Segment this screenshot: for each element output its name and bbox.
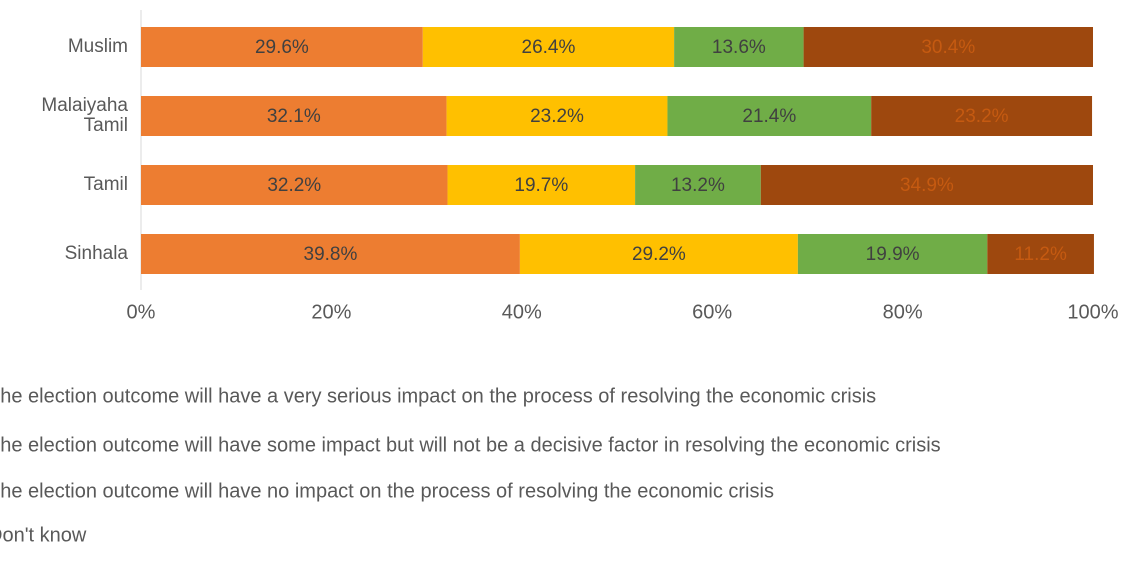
bar-segment <box>141 165 448 205</box>
x-tick-label: 0% <box>127 301 156 323</box>
bar-segment <box>141 27 423 67</box>
bar-segment <box>447 165 636 205</box>
x-tick-label: 20% <box>311 301 351 323</box>
data-label: 21.4% <box>742 106 796 127</box>
bar-segment <box>635 165 761 205</box>
legend-label: The election outcome will have a very se… <box>0 385 876 407</box>
data-label: 39.8% <box>304 244 358 265</box>
data-label: 23.2% <box>955 106 1009 127</box>
bar-segment <box>797 234 988 274</box>
data-label: 29.2% <box>632 244 686 265</box>
bar-segment <box>141 96 447 136</box>
category-label: Muslim <box>67 36 128 57</box>
data-label: 13.2% <box>671 175 725 196</box>
data-label: 26.4% <box>522 37 576 58</box>
bar-segment <box>803 27 1093 67</box>
data-label: 32.1% <box>267 106 321 127</box>
bar-segment <box>519 234 798 274</box>
data-label: 30.4% <box>921 37 975 58</box>
bar-segment <box>667 96 872 136</box>
data-label: 32.2% <box>267 175 321 196</box>
x-tick-label: 100% <box>1067 301 1118 323</box>
bar-segment <box>141 234 520 274</box>
x-tick-label: 80% <box>883 301 923 323</box>
data-label: 29.6% <box>255 37 309 58</box>
bar-segment <box>446 96 668 136</box>
bar-segment <box>987 234 1094 274</box>
x-tick-label: 40% <box>502 301 542 323</box>
bar-segment <box>760 165 1093 205</box>
legend-label: The election outcome will have no impact… <box>0 480 774 502</box>
category-label: Sinhala <box>64 243 128 264</box>
bar-segment <box>422 27 675 67</box>
legend-label: Don't know <box>0 524 87 546</box>
bar-segment <box>674 27 804 67</box>
category-label: Malaiyaha Tamil <box>41 95 128 136</box>
legend-label: The election outcome will have some impa… <box>0 434 941 456</box>
data-label: 19.7% <box>514 175 568 196</box>
data-label: 13.6% <box>712 37 766 58</box>
category-label: Tamil <box>83 174 128 195</box>
x-tick-label: 60% <box>692 301 732 323</box>
data-label: 11.2% <box>1014 244 1067 265</box>
data-label: 19.9% <box>866 244 920 265</box>
bar-segment <box>871 96 1093 136</box>
data-label: 23.2% <box>530 106 584 127</box>
data-label: 34.9% <box>900 175 954 196</box>
